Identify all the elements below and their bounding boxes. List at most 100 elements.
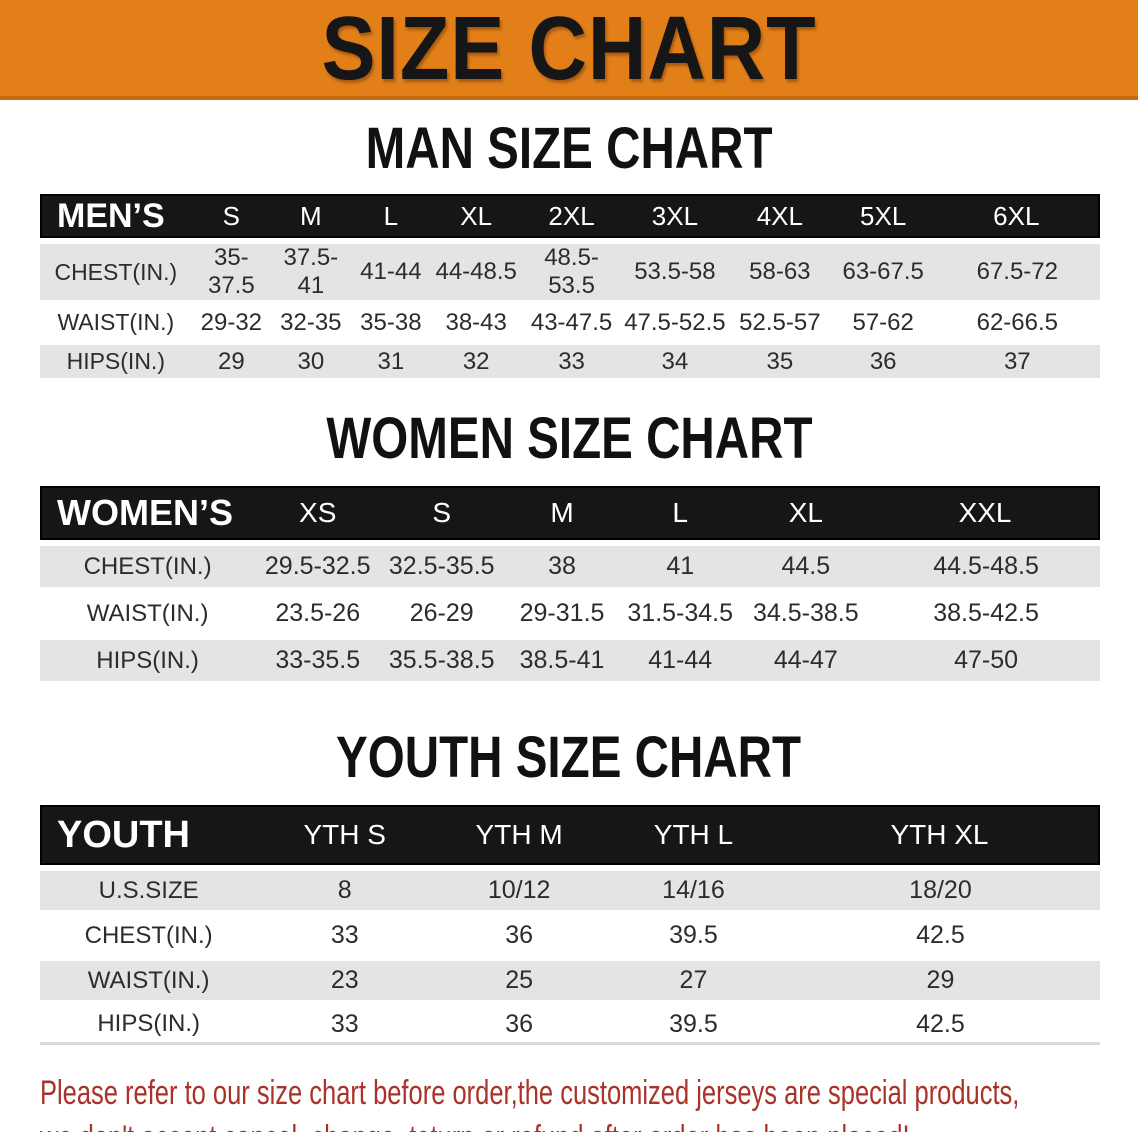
size-value: 34.5-38.5 <box>739 593 873 634</box>
size-value: 38-43 <box>431 306 522 339</box>
youth-chest-row: CHEST(IN.) 33 36 39.5 42.5 <box>40 916 1100 955</box>
size-value: 35-37.5 <box>191 244 272 300</box>
size-value: 44.5 <box>739 546 873 587</box>
women-col-header: XL <box>739 486 873 540</box>
size-value: 67.5-72 <box>934 244 1100 300</box>
women-col-header: S <box>380 486 504 540</box>
order-notice-line1: Please refer to our size chart before or… <box>40 1074 1020 1112</box>
women-col-header: L <box>620 486 740 540</box>
men-col-header: XL <box>431 194 522 238</box>
size-value: 58-63 <box>727 244 832 300</box>
size-value: 26-29 <box>380 593 504 634</box>
row-label: WAIST(IN.) <box>40 306 192 339</box>
size-value: 43-47.5 <box>521 306 622 339</box>
men-waist-row: WAIST(IN.) 29-32 32-35 35-38 38-43 43-47… <box>40 306 1100 339</box>
size-value: 42.5 <box>780 1006 1100 1045</box>
size-value: 38 <box>503 546 621 587</box>
size-value: 14/16 <box>606 871 781 910</box>
size-value: 38.5-42.5 <box>872 593 1100 634</box>
men-section-heading-text: MAN SIZE CHART <box>365 116 773 181</box>
size-value: 39.5 <box>606 1006 781 1045</box>
row-label: CHEST(IN.) <box>40 546 256 587</box>
youth-waist-row: WAIST(IN.) 23 25 27 29 <box>40 961 1100 1000</box>
men-col-header: 5XL <box>831 194 935 238</box>
size-value: 42.5 <box>780 916 1100 955</box>
women-section-heading: WOMEN SIZE CHART <box>0 410 1138 468</box>
row-label: WAIST(IN.) <box>40 961 258 1000</box>
size-value: 35-38 <box>350 306 432 339</box>
size-value: 37.5-41 <box>271 244 351 300</box>
size-value: 57-62 <box>831 306 935 339</box>
size-value: 33-35.5 <box>255 640 381 681</box>
size-value: 47.5-52.5 <box>621 306 728 339</box>
men-table-label: MEN’S <box>40 194 192 238</box>
size-value: 32.5-35.5 <box>380 546 504 587</box>
size-value: 41-44 <box>620 640 740 681</box>
men-col-header: 3XL <box>621 194 728 238</box>
row-label: HIPS(IN.) <box>40 345 192 378</box>
men-hips-row: HIPS(IN.) 29 30 31 32 33 34 35 36 37 <box>40 345 1100 378</box>
youth-table-label: YOUTH <box>40 805 258 865</box>
men-col-header: M <box>271 194 351 238</box>
size-value: 34 <box>621 345 728 378</box>
size-value: 29-32 <box>191 306 272 339</box>
size-value: 36 <box>831 345 935 378</box>
size-value: 63-67.5 <box>831 244 935 300</box>
men-chest-row: CHEST(IN.) 35-37.5 37.5-41 41-44 44-48.5… <box>40 244 1100 300</box>
row-label: CHEST(IN.) <box>40 916 258 955</box>
size-value: 41-44 <box>350 244 432 300</box>
women-hips-row: HIPS(IN.) 33-35.5 35.5-38.5 38.5-41 41-4… <box>40 640 1100 681</box>
row-label: HIPS(IN.) <box>40 1006 258 1045</box>
men-header-row: MEN’S S M L XL 2XL 3XL 4XL 5XL 6XL <box>40 194 1100 238</box>
men-section-heading: MAN SIZE CHART <box>0 120 1138 178</box>
size-value: 35.5-38.5 <box>380 640 504 681</box>
size-value: 36 <box>432 916 607 955</box>
size-value: 33 <box>521 345 622 378</box>
size-value: 23 <box>257 961 433 1000</box>
size-value: 44-47 <box>739 640 873 681</box>
women-waist-row: WAIST(IN.) 23.5-26 26-29 29-31.5 31.5-34… <box>40 593 1100 634</box>
youth-section-heading: YOUTH SIZE CHART <box>0 729 1138 787</box>
women-col-header: XXL <box>872 486 1100 540</box>
youth-ussize-row: U.S.SIZE 8 10/12 14/16 18/20 <box>40 871 1100 910</box>
size-value: 38.5-41 <box>503 640 621 681</box>
size-value: 29 <box>780 961 1100 1000</box>
youth-section-heading-text: YOUTH SIZE CHART <box>336 725 802 790</box>
youth-hips-row: HIPS(IN.) 33 36 39.5 42.5 <box>40 1006 1100 1045</box>
row-label: WAIST(IN.) <box>40 593 256 634</box>
size-value: 31.5-34.5 <box>620 593 740 634</box>
youth-col-header: YTH L <box>606 805 781 865</box>
banner-title: SIZE CHART <box>321 0 817 99</box>
size-value: 29-31.5 <box>503 593 621 634</box>
banner: SIZE CHART <box>0 0 1138 100</box>
size-value: 25 <box>432 961 607 1000</box>
size-value: 31 <box>350 345 432 378</box>
men-col-header: L <box>350 194 432 238</box>
size-value: 33 <box>257 916 433 955</box>
women-size-table: WOMEN’S XS S M L XL XXL CHEST(IN.) 29.5-… <box>40 480 1100 687</box>
size-value: 41 <box>620 546 740 587</box>
order-notice: Please refer to our size chart before or… <box>40 1071 1138 1132</box>
size-value: 35 <box>727 345 832 378</box>
row-label: CHEST(IN.) <box>40 244 192 300</box>
men-col-header: 4XL <box>727 194 832 238</box>
size-value: 30 <box>271 345 351 378</box>
row-label: HIPS(IN.) <box>40 640 256 681</box>
size-value: 48.5-53.5 <box>521 244 622 300</box>
women-section-heading-text: WOMEN SIZE CHART <box>325 406 813 471</box>
men-size-table: MEN’S S M L XL 2XL 3XL 4XL 5XL 6XL CHEST… <box>40 188 1100 384</box>
youth-col-header: YTH S <box>257 805 433 865</box>
size-value: 52.5-57 <box>727 306 832 339</box>
size-value: 32 <box>431 345 522 378</box>
women-header-row: WOMEN’S XS S M L XL XXL <box>40 486 1100 540</box>
size-value: 39.5 <box>606 916 781 955</box>
size-value: 62-66.5 <box>934 306 1100 339</box>
size-value: 32-35 <box>271 306 351 339</box>
size-value: 29 <box>191 345 272 378</box>
youth-col-header: YTH XL <box>780 805 1100 865</box>
size-value: 53.5-58 <box>621 244 728 300</box>
size-value: 36 <box>432 1006 607 1045</box>
size-value: 44.5-48.5 <box>872 546 1100 587</box>
men-col-header: 2XL <box>521 194 622 238</box>
